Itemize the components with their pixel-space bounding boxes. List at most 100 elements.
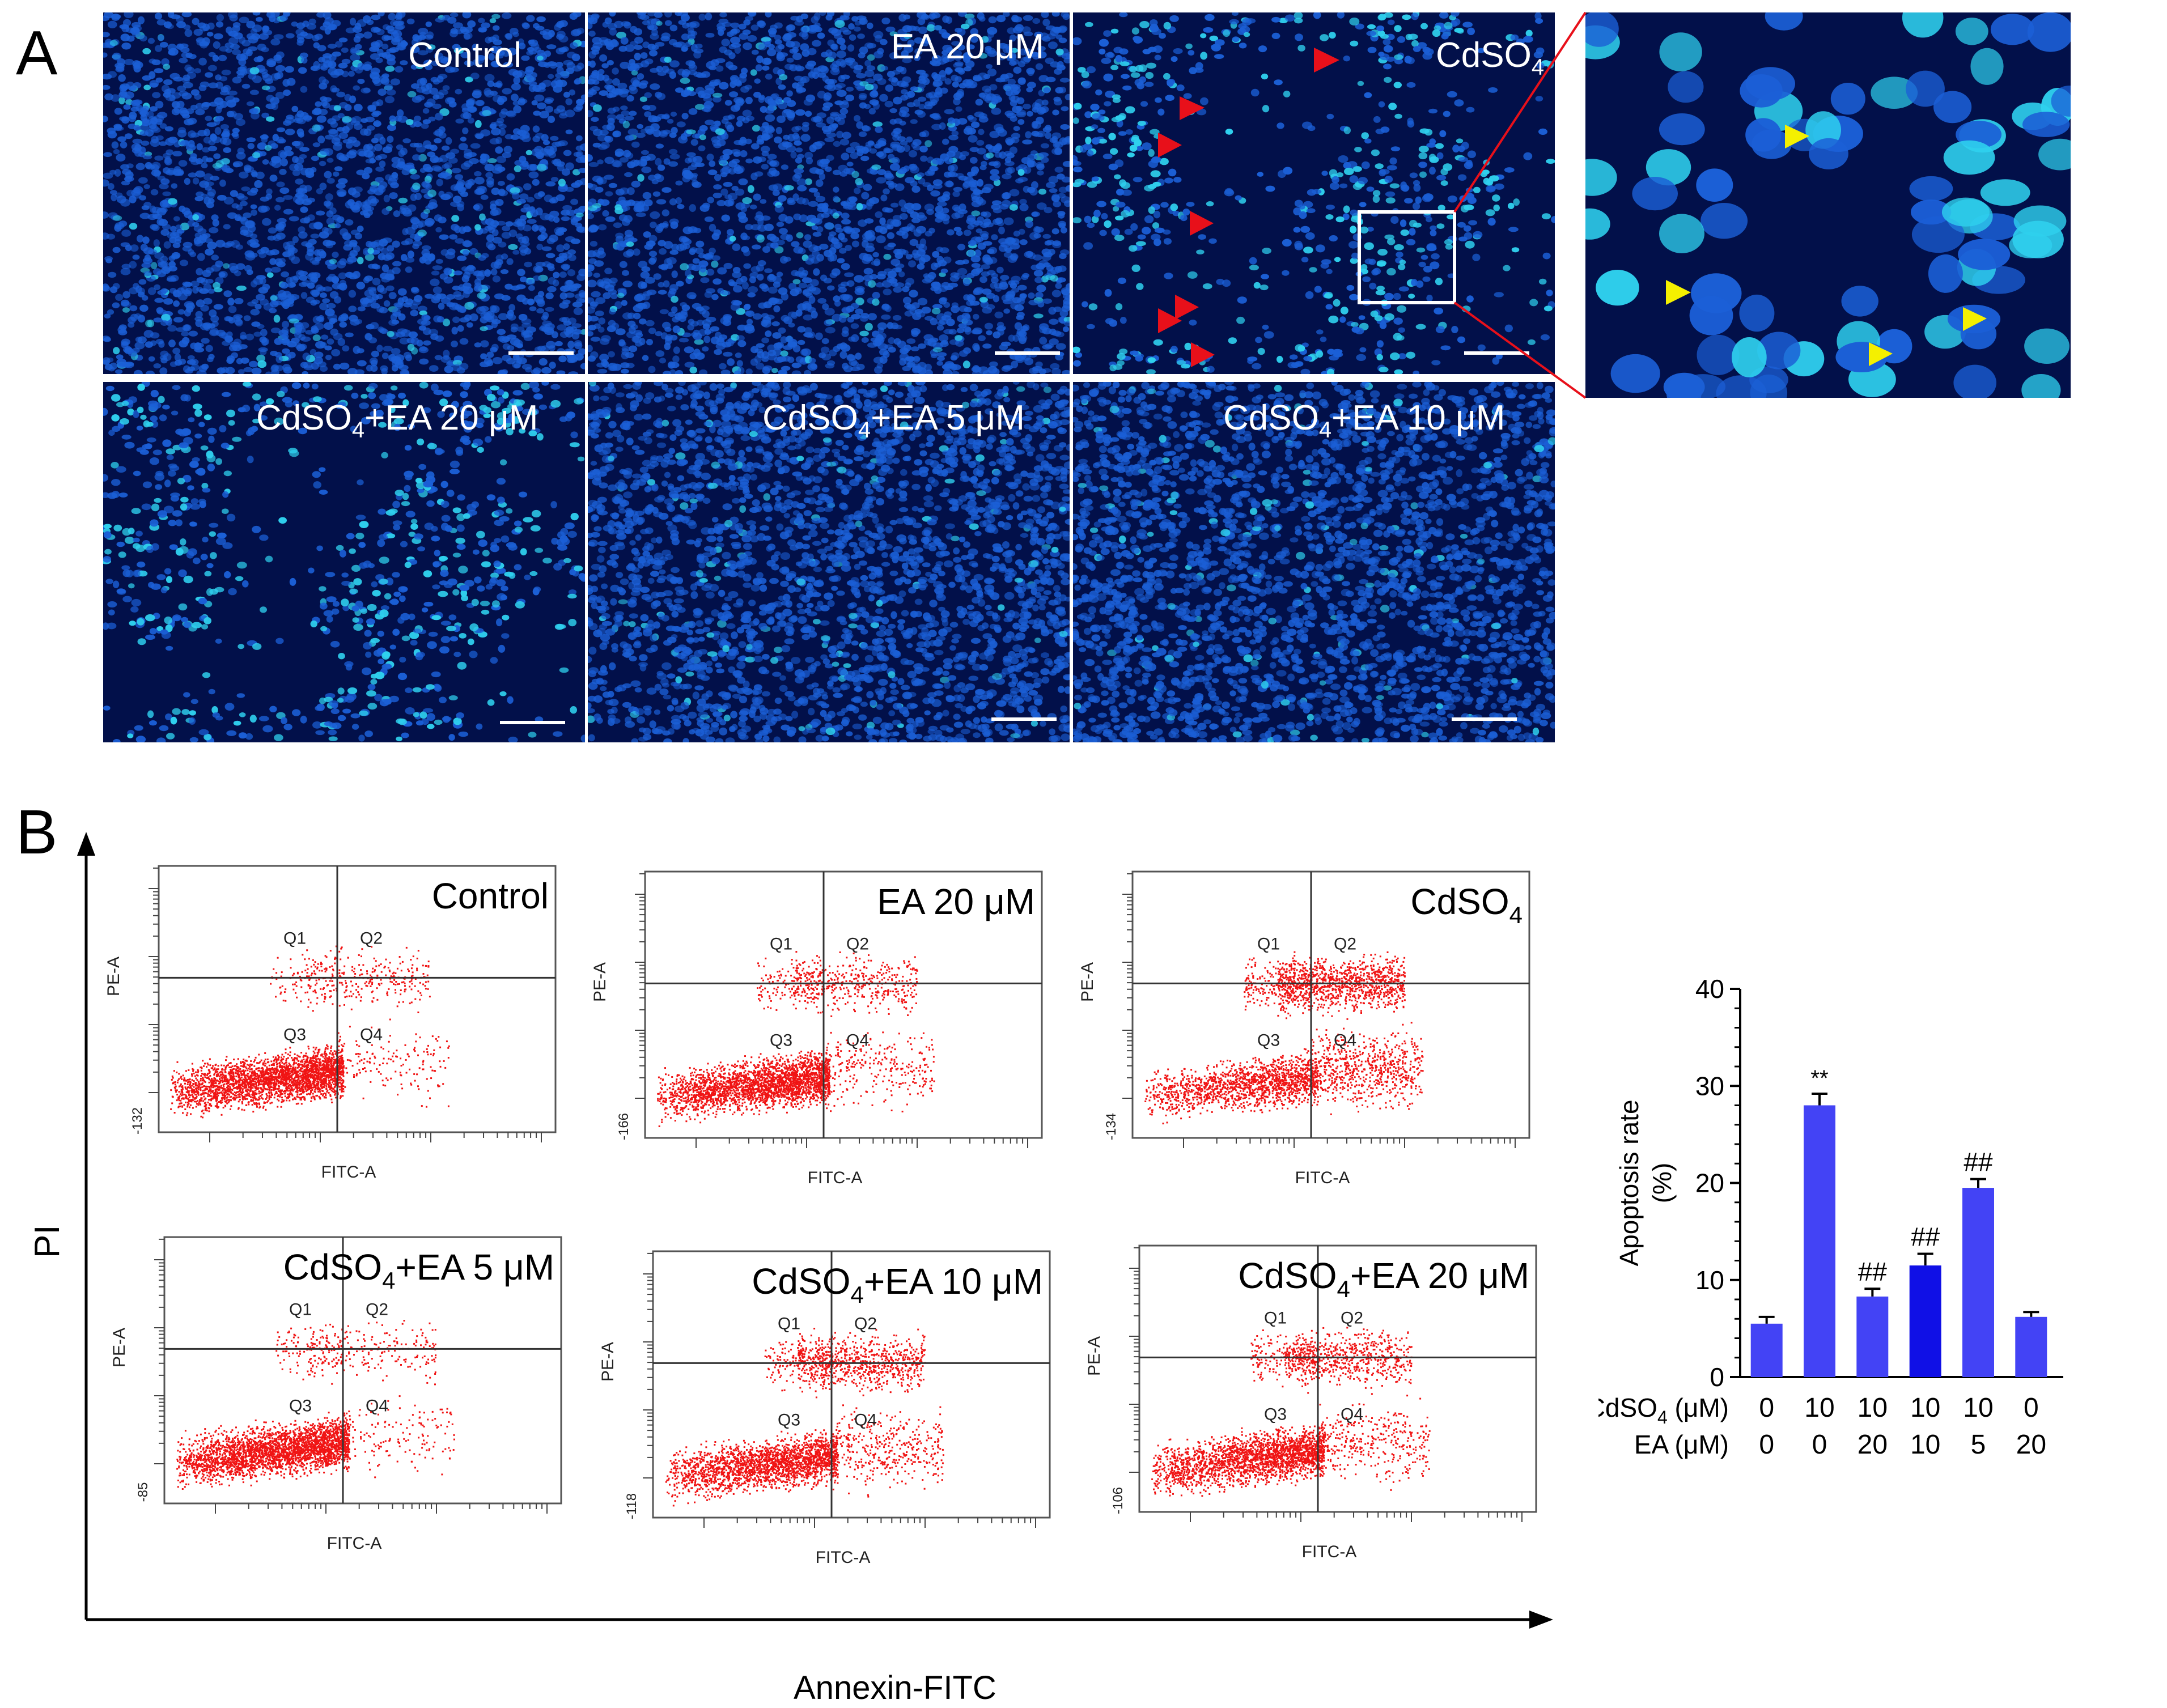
condition-value: 10 bbox=[1963, 1393, 1993, 1423]
bar-y-axis-label: Apoptosis rate (%) bbox=[1614, 1099, 1677, 1266]
red-arrow-icon bbox=[1158, 133, 1182, 158]
flow-axis-ticks bbox=[635, 873, 1028, 1148]
flow-plot-title: CdSO4+EA 5 μM bbox=[283, 1247, 554, 1294]
bar bbox=[1804, 1105, 1835, 1377]
micrograph-label-cdso4-ea-20: CdSO4+EA 20 μM bbox=[256, 398, 538, 442]
nuclei-texture bbox=[588, 12, 1070, 374]
quadrant-label: Q3 bbox=[1257, 1031, 1280, 1050]
quadrant-label: Q2 bbox=[854, 1314, 877, 1333]
quadrant-label: Q4 bbox=[846, 1031, 869, 1050]
scatter-dots bbox=[1151, 1327, 1431, 1497]
scatter-dots bbox=[1144, 951, 1424, 1125]
quadrant-label: Q4 bbox=[1341, 1405, 1363, 1424]
flow-x-axis-label: FITC-A bbox=[816, 1548, 871, 1567]
flow-x-axis-label: FITC-A bbox=[327, 1534, 382, 1553]
yellow-arrow-icon bbox=[1785, 125, 1809, 148]
nuclei-field bbox=[103, 382, 585, 742]
micrograph-label: CdSO4+EA 20 μM bbox=[256, 398, 538, 443]
flow-plot-cdso4-ea-20: Q1 Q2 Q3 Q4 CdSO4+EA 20 μM PE-A -106 FITC-A bbox=[1085, 1244, 1537, 1561]
scatter-dots bbox=[657, 951, 935, 1127]
micrograph-label-cdso4-ea-5: CdSO4+EA 5 μM bbox=[762, 398, 1025, 442]
quadrant-label: Q3 bbox=[778, 1410, 800, 1429]
red-arrow-icon bbox=[1180, 96, 1205, 120]
flow-y-axis-label: PE-A bbox=[1085, 1336, 1104, 1376]
quadrant-label: Q1 bbox=[283, 929, 306, 948]
micrograph-control: Control bbox=[103, 12, 585, 374]
condition-row-label: CdSO4 (μM) bbox=[1598, 1393, 1729, 1427]
flow-x-axis-label: FITC-A bbox=[1295, 1169, 1350, 1187]
condition-value: 0 bbox=[1759, 1430, 1774, 1460]
condition-value: 10 bbox=[1910, 1393, 1940, 1423]
quadrant-label: Q1 bbox=[1257, 934, 1280, 953]
nuclei-field bbox=[588, 12, 1070, 374]
quadrant-label: Q3 bbox=[283, 1025, 306, 1044]
flow-axis-ticks bbox=[154, 1238, 548, 1514]
nuclei-texture bbox=[103, 382, 585, 742]
flow-axis-ticks bbox=[1129, 1247, 1523, 1522]
flow-plot-cdso4-ea-10: Q1 Q2 Q3 Q4 CdSO4+EA 10 μM PE-A -118 FITC-A bbox=[599, 1250, 1051, 1567]
bar bbox=[2015, 1316, 2047, 1377]
scale-bar bbox=[508, 351, 574, 355]
quadrant-label: Q2 bbox=[1334, 934, 1356, 953]
flow-plot-cdso4: Q1 Q2 Q3 Q4 CdSO4 PE-A -134 FITC-A bbox=[1078, 870, 1530, 1187]
quadrant-label: Q3 bbox=[1264, 1405, 1287, 1424]
scatter-dots bbox=[170, 945, 450, 1119]
flow-plot-title: CdSO4+EA 20 μM bbox=[1238, 1255, 1529, 1302]
flow-x-axis-label: FITC-A bbox=[321, 1163, 376, 1182]
significance-mark: ## bbox=[1964, 1148, 1993, 1177]
micrograph-label: CdSO4+EA 5 μM bbox=[762, 398, 1025, 443]
significance-mark: ## bbox=[1911, 1222, 1940, 1252]
condition-value: 10 bbox=[1910, 1430, 1940, 1460]
quadrant-label: Q1 bbox=[770, 934, 792, 953]
flow-x-axis-label: FITC-A bbox=[1302, 1543, 1357, 1561]
micrograph-label: CdSO4+EA 10 μM bbox=[1223, 398, 1505, 443]
condition-value: 20 bbox=[2016, 1430, 2046, 1460]
micrograph-cdso4: CdSO4 bbox=[1073, 12, 1555, 374]
flow-y-min-tick: -118 bbox=[624, 1493, 639, 1519]
quadrant-label: Q1 bbox=[289, 1300, 312, 1319]
flow-y-axis-label: PE-A bbox=[599, 1342, 617, 1382]
bar bbox=[1909, 1265, 1941, 1377]
flow-y-axis-label: PE-A bbox=[591, 962, 609, 1002]
flow-y-min-tick: -132 bbox=[130, 1107, 145, 1135]
yellow-arrow-markers bbox=[1666, 125, 1987, 366]
significance-mark: ## bbox=[1858, 1257, 1888, 1286]
condition-value: 0 bbox=[1759, 1393, 1774, 1423]
quadrant-label: Q2 bbox=[1341, 1308, 1363, 1327]
red-arrow-icon bbox=[1175, 295, 1199, 320]
quadrant-label: Q4 bbox=[366, 1396, 388, 1415]
micrograph-label: Control bbox=[408, 35, 521, 75]
red-arrow-icon bbox=[1158, 308, 1182, 333]
yellow-arrow-icon bbox=[1963, 307, 1987, 331]
condition-value: 10 bbox=[1858, 1393, 1888, 1423]
red-arrow-icon bbox=[1314, 48, 1339, 73]
nuclei-texture bbox=[1073, 382, 1555, 742]
flow-y-min-tick: -166 bbox=[616, 1113, 631, 1140]
bar bbox=[1962, 1188, 1994, 1377]
panel-a-letter: A bbox=[16, 17, 57, 89]
flow-plot-title: Control bbox=[432, 876, 549, 916]
panel-b-letter: B bbox=[16, 796, 57, 868]
quadrant-label: Q2 bbox=[846, 934, 869, 953]
flow-plot-title: EA 20 μM bbox=[877, 881, 1035, 922]
flow-plot-title: CdSO4 bbox=[1410, 881, 1523, 928]
arrow-right-icon bbox=[1529, 1611, 1553, 1629]
condition-value: 20 bbox=[1858, 1430, 1888, 1460]
flow-axis-ticks bbox=[149, 867, 542, 1142]
y-axis-label-pi: PI bbox=[27, 1225, 67, 1258]
scale-bar bbox=[991, 717, 1057, 721]
nuclei-texture bbox=[1585, 12, 2071, 398]
micrograph-cdso4-ea-5: CdSO4+EA 5 μM bbox=[588, 382, 1070, 742]
red-arrow-icon bbox=[1191, 342, 1215, 367]
nuclei-field bbox=[1073, 12, 1555, 374]
condition-value: 5 bbox=[1971, 1430, 1986, 1460]
flow-y-axis-label: PE-A bbox=[104, 957, 123, 996]
quadrant-label: Q4 bbox=[854, 1410, 877, 1429]
significance-mark: ** bbox=[1810, 1066, 1828, 1091]
y-tick-label: 0 bbox=[1710, 1362, 1724, 1392]
y-tick-label: 10 bbox=[1695, 1265, 1724, 1295]
micrograph-cdso4-ea-20: CdSO4+EA 20 μM bbox=[103, 382, 585, 742]
nuclei-texture bbox=[588, 382, 1070, 742]
nuclei-texture bbox=[103, 12, 585, 374]
